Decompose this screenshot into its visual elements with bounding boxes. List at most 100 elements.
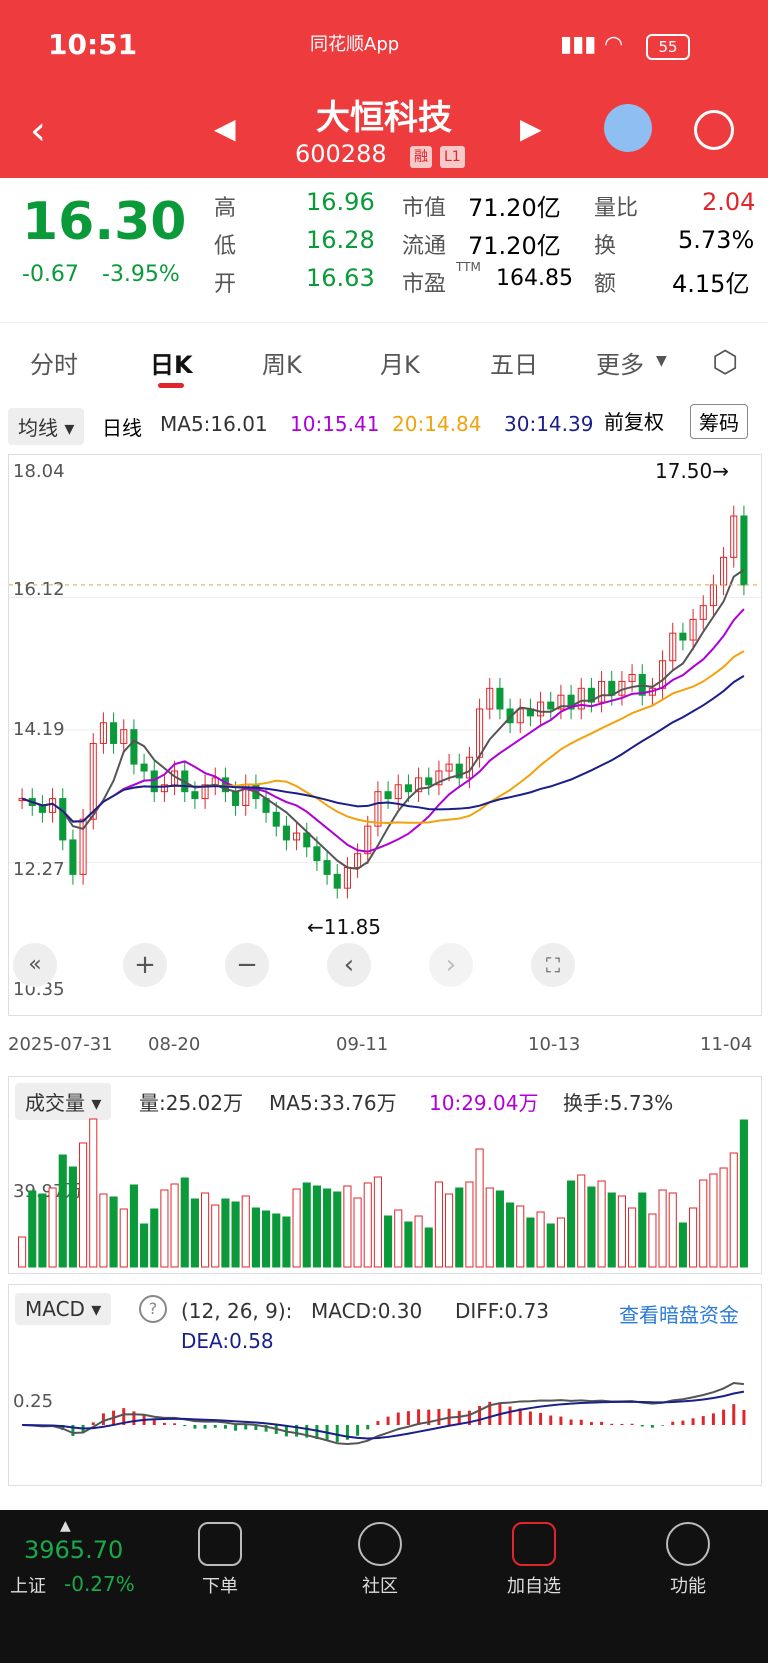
volume-bar [79,1142,88,1268]
price-change-pct: -3.95% [102,262,180,287]
nav-order[interactable]: 下单 [170,1522,270,1598]
volume-bar [262,1210,271,1268]
more-dropdown-icon: ▼ [656,353,667,369]
ma-selector-button[interactable]: 均线 ▾ [8,408,85,445]
scroll-left-icon[interactable]: ‹ [327,943,371,987]
x-label-2: 08-20 [148,1034,201,1055]
diff-value: DIFF:0.73 [455,1299,550,1323]
add-plus-icon [512,1522,556,1566]
search-icon[interactable] [694,110,734,150]
volume-bar [99,1193,108,1268]
nav-order-label: 下单 [202,1576,238,1597]
chip-button[interactable]: 筹码 [690,404,748,439]
volume-bar [617,1195,626,1268]
volume-bar [353,1197,362,1268]
volume-bar [119,1208,128,1268]
price-change: -0.67 [22,262,79,287]
volume-bar [668,1192,677,1268]
next-stock-icon[interactable]: ▶ [520,112,542,145]
volume-bar [424,1227,433,1268]
dea-value: DEA:0.58 [181,1329,274,1353]
volume-bar [28,1190,37,1268]
back-icon[interactable]: ‹ [30,108,46,154]
shrink-icon[interactable]: « [13,943,57,987]
diff-line [22,1382,745,1445]
volume-bar [445,1193,454,1268]
volume-bar [638,1192,647,1268]
volume-bar [689,1207,698,1268]
macd-params: (12, 26, 9): [181,1299,293,1323]
volume-bar [18,1236,27,1268]
tab-more[interactable]: 更多 [596,351,644,379]
low-marker: ←11.85 [307,915,382,939]
volume-bar [526,1217,535,1268]
volume-bar [48,1187,57,1268]
assistant-robot-icon[interactable] [604,104,652,152]
volume-bar [556,1217,565,1268]
nav-functions-label: 功能 [670,1576,706,1597]
volume-bar [455,1187,464,1268]
nav-add-watchlist[interactable]: 加自选 [484,1522,584,1598]
volume-bar [485,1187,494,1268]
prev-stock-icon[interactable]: ◀ [214,112,236,145]
ma30-value: 30:14.39 [504,412,594,436]
signal-icon: ▮▮▮ [560,32,597,57]
volume-bar [587,1186,596,1268]
zoom-out-icon[interactable]: − [225,943,269,987]
macd-selector-label: MACD [25,1297,85,1321]
volume-bar [292,1188,301,1268]
macd-panel[interactable]: MACD ▾ ? (12, 26, 9): MACD:0.30 DIFF:0.7… [8,1284,762,1486]
pe-value: 164.85 [496,266,573,291]
functions-menu-icon [666,1522,710,1566]
status-time: 10:51 [48,28,138,61]
x-label-5: 11-04 [700,1034,753,1055]
amount-label: 额 [594,272,617,297]
volume-bar [465,1181,474,1268]
zoom-in-icon[interactable]: + [123,943,167,987]
volume-turnover: 换手:5.73% [563,1091,674,1115]
dea-line [22,1390,745,1440]
volume-bar [282,1216,291,1268]
float-value: 71.20亿 [468,232,561,260]
top-header: 10:51 55 ◠ ▮▮▮ 同花顺App ‹ ◀ 大恒科技 600288 融 … [0,0,768,178]
volume-panel[interactable]: 成交量 ▾ 量:25.02万 MA5:33.76万 10:29.04万 换手:5… [8,1076,762,1274]
adjust-mode[interactable]: 前复权 [604,410,664,434]
volume-bar [495,1190,504,1268]
price: 16.30 [22,192,187,252]
volume-bar [180,1177,189,1268]
index-value[interactable]: 3965.70 [24,1536,124,1564]
quote-panel: 16.30 -0.67 -3.95% 高 16.96 低 16.28 开 16.… [0,178,768,318]
tag-level: L1 [440,146,465,168]
nav-community[interactable]: 社区 [330,1522,430,1598]
tab-monthly-k[interactable]: 月K [380,351,420,379]
volume-bar [475,1148,484,1268]
dark-pool-link[interactable]: 查看暗盘资金 [619,1303,739,1327]
settings-hex-icon[interactable]: ⬡ [712,345,739,380]
tab-daily-k[interactable]: 日K [150,351,193,379]
volume-bar [709,1173,718,1268]
volume-bar [150,1208,159,1268]
nav-functions[interactable]: 功能 [638,1522,738,1598]
help-icon[interactable]: ? [139,1295,167,1323]
fullscreen-icon[interactable]: ⛶ [531,943,575,987]
y-label-1: 18.04 [13,461,65,482]
open-value: 16.63 [306,264,375,292]
ma30-line [21,675,745,823]
vr-label: 量比 [594,196,639,221]
bottom-nav: ▲ 3965.70 上证 -0.27% 下单 社区 加自选 功能 [0,1510,768,1663]
app-label: 同花顺App [310,34,400,55]
y-label-4: 12.27 [13,859,65,880]
open-label: 开 [214,272,237,297]
scroll-right-icon[interactable]: › [429,943,473,987]
volume-bar [333,1191,342,1268]
tab-intraday[interactable]: 分时 [30,351,78,379]
ma20-value: 20:14.84 [392,412,482,436]
index-change: -0.27% [64,1572,135,1596]
kline-chart[interactable]: 18.04 16.12 14.19 12.27 10.35 17.50→ ←11… [8,454,762,1016]
mcap-label: 市值 [402,196,447,221]
tab-weekly-k[interactable]: 周K [262,351,302,379]
volume-selector-button[interactable]: 成交量 ▾ [15,1083,112,1120]
volume-bar [129,1184,138,1268]
tab-five-day[interactable]: 五日 [490,351,538,379]
macd-selector-button[interactable]: MACD ▾ [15,1293,112,1325]
